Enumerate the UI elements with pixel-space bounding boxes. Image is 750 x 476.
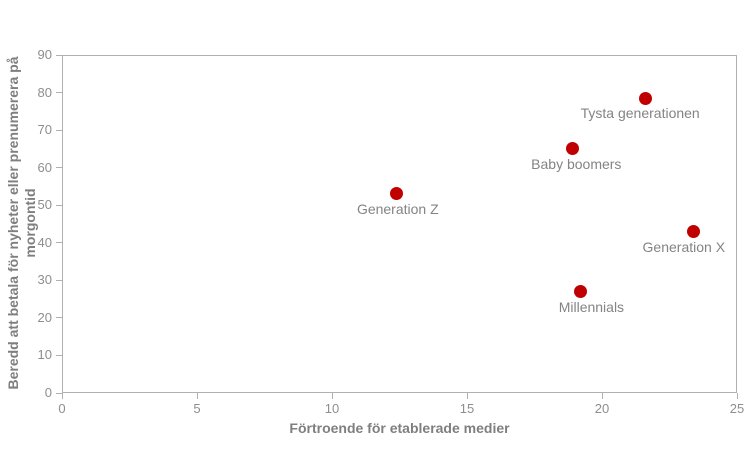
x-axis-tick-label: 20	[594, 401, 610, 416]
data-point-millennials	[573, 285, 587, 299]
y-axis-tick-label: 70	[37, 122, 52, 138]
x-axis-tick	[196, 393, 198, 399]
x-axis-tick-label: 0	[58, 401, 66, 416]
x-axis-title: Förtroende för etablerade medier	[289, 420, 510, 436]
y-axis-tick	[56, 167, 62, 169]
data-point-label-generation-z: Generation Z	[356, 200, 439, 217]
data-point-generation-z	[390, 187, 404, 201]
data-point-label-baby-boomers: Baby boomers	[531, 155, 622, 172]
x-axis-tick	[61, 393, 63, 399]
y-axis-tick	[56, 92, 62, 94]
data-point-label-tysta-generationen: Tysta generationen	[580, 105, 700, 122]
plot-area	[62, 55, 737, 393]
y-axis-tick	[56, 204, 62, 206]
data-point-label-generation-x: Generation X	[642, 238, 726, 255]
x-axis-tick	[466, 393, 468, 399]
y-axis-tick-label: 80	[37, 84, 52, 100]
x-axis-tick	[736, 393, 738, 399]
y-axis-tick-label: 90	[37, 47, 52, 62]
y-axis-tick	[56, 392, 62, 394]
x-axis-tick-label: 25	[729, 401, 745, 416]
y-axis-tick	[56, 129, 62, 131]
y-axis-title: Beredd att betala för nyheter eller pren…	[5, 56, 38, 390]
data-point-baby-boomers	[565, 142, 579, 156]
y-axis-tick	[56, 354, 62, 356]
data-point-tysta-generationen	[638, 91, 652, 105]
data-point-generation-x	[687, 225, 701, 238]
x-axis-tick	[331, 393, 333, 399]
y-axis-tick-label: 0	[44, 385, 52, 400]
x-axis-tick-label: 15	[459, 401, 475, 416]
y-axis-tick-label: 30	[37, 272, 52, 288]
y-axis-tick-label: 60	[37, 159, 52, 175]
x-axis-tick-label: 10	[324, 401, 340, 416]
x-axis-tick	[601, 393, 603, 399]
y-axis-tick	[56, 242, 62, 244]
y-axis-tick-label: 50	[37, 197, 52, 213]
y-axis-tick-label: 40	[37, 234, 52, 250]
x-axis-tick-label: 5	[193, 401, 201, 416]
y-axis-tick-label: 20	[37, 309, 52, 325]
y-axis-tick-label: 10	[37, 347, 52, 363]
y-axis-tick	[56, 54, 62, 56]
y-axis-tick	[56, 317, 62, 319]
y-axis-tick	[56, 279, 62, 281]
data-point-label-millennials: Millennials	[558, 298, 625, 315]
